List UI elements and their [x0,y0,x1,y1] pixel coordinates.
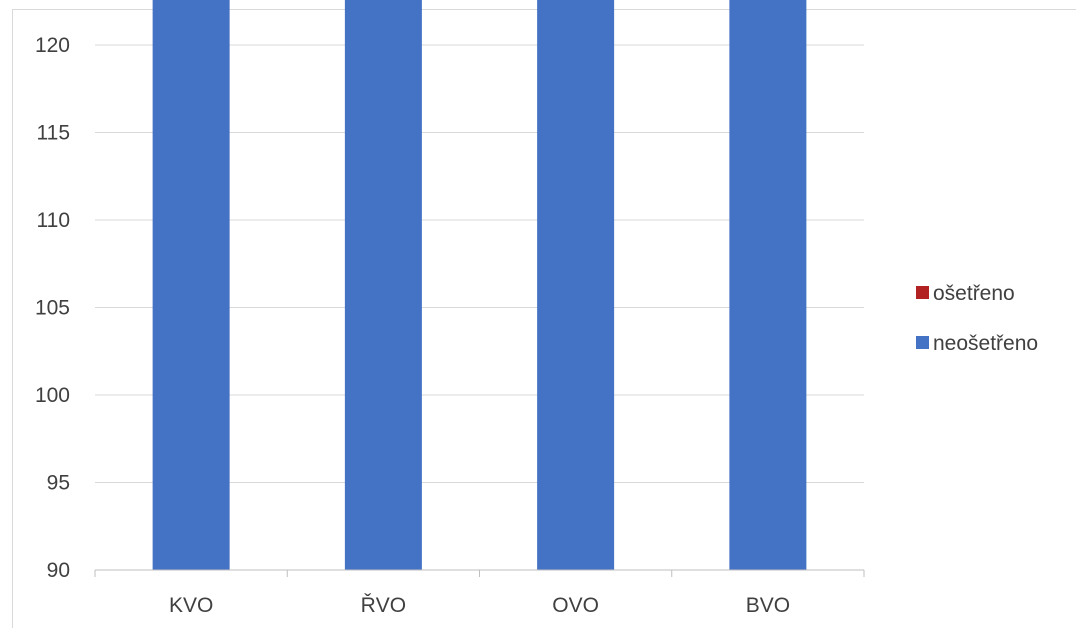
legend-swatch-neosetreno [916,336,929,349]
x-tick-label: KVO [169,594,213,617]
legend-label: neošetřeno [933,332,1038,355]
bar-neosetreno [152,0,230,570]
bar-neosetreno [729,0,807,570]
y-tick-label: 120 [35,34,70,57]
y-tick-label: 90 [47,559,70,582]
y-tick-label: 100 [35,384,70,407]
legend-label: ošetřeno [933,282,1015,305]
y-tick-label: 95 [47,472,70,495]
x-tick-label: ŘVO [361,594,407,617]
legend-swatch-osetreno [916,286,929,299]
y-tick-label: 115 [37,122,70,145]
x-tick-label: OVO [552,594,599,617]
chart-frame-left-border [12,9,13,628]
bar-neosetreno [537,0,615,570]
y-tick-label: 105 [35,297,70,320]
bar-neosetreno [344,0,422,570]
x-tick-label: BVO [746,594,790,617]
y-tick-label: 110 [37,209,70,232]
